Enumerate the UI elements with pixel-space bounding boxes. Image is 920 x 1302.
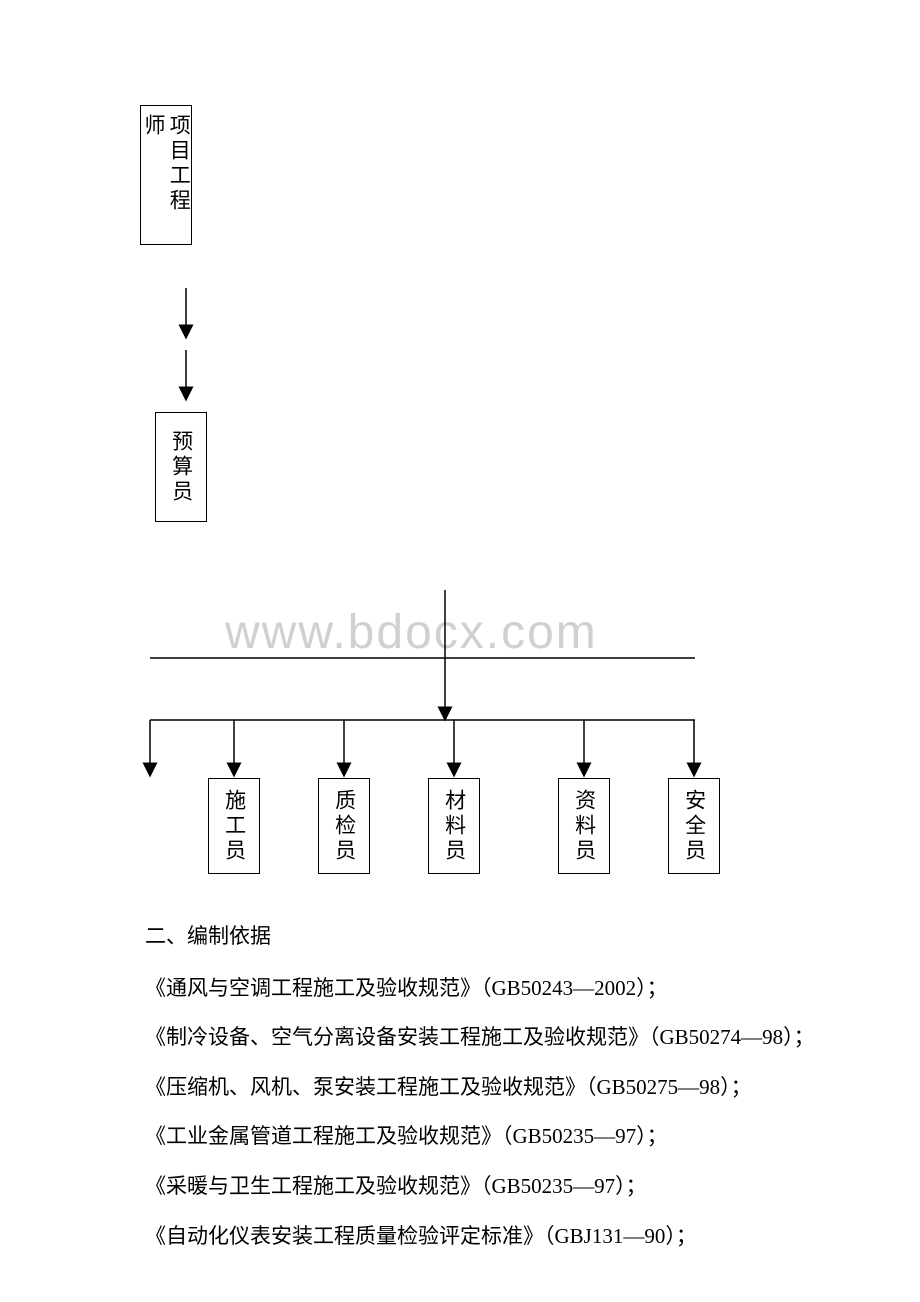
org-chart-diagram: www.bdocx.com 项目工程师 预算员 施工员	[0, 0, 920, 880]
node-label: 安全员	[681, 789, 706, 864]
section-heading: 二、编制依据	[145, 920, 845, 954]
text-section: 二、编制依据 《通风与空调工程施工及验收规范》（GB50243—2002）； 《…	[145, 920, 845, 1269]
node-safety-staff: 安全员	[668, 778, 720, 874]
node-label: 项目工程师	[141, 114, 191, 236]
node-label: 施工员	[221, 789, 246, 864]
reference-item: 《工业金属管道工程施工及验收规范》（GB50235—97）；	[145, 1120, 845, 1154]
node-label: 预算员	[168, 430, 193, 505]
node-document-staff: 资料员	[558, 778, 610, 874]
reference-item: 《采暖与卫生工程施工及验收规范》（GB50235—97）；	[145, 1170, 845, 1204]
reference-item: 《制冷设备、空气分离设备安装工程施工及验收规范》（GB50274—98）；	[145, 1021, 845, 1055]
reference-item: 《通风与空调工程施工及验收规范》（GB50243—2002）；	[145, 972, 845, 1006]
reference-item: 《压缩机、风机、泵安装工程施工及验收规范》（GB50275—98）；	[145, 1071, 845, 1105]
node-material-staff: 材料员	[428, 778, 480, 874]
reference-item: 《自动化仪表安装工程质量检验评定标准》（GBJ131—90）；	[145, 1220, 845, 1254]
node-label: 资料员	[571, 789, 596, 864]
connector-lines	[0, 0, 920, 880]
node-quality-staff: 质检员	[318, 778, 370, 874]
node-project-engineer: 项目工程师	[140, 105, 192, 245]
node-construction-staff: 施工员	[208, 778, 260, 874]
node-budget-staff: 预算员	[155, 412, 207, 522]
node-label: 质检员	[331, 789, 356, 864]
node-label: 材料员	[441, 789, 466, 864]
